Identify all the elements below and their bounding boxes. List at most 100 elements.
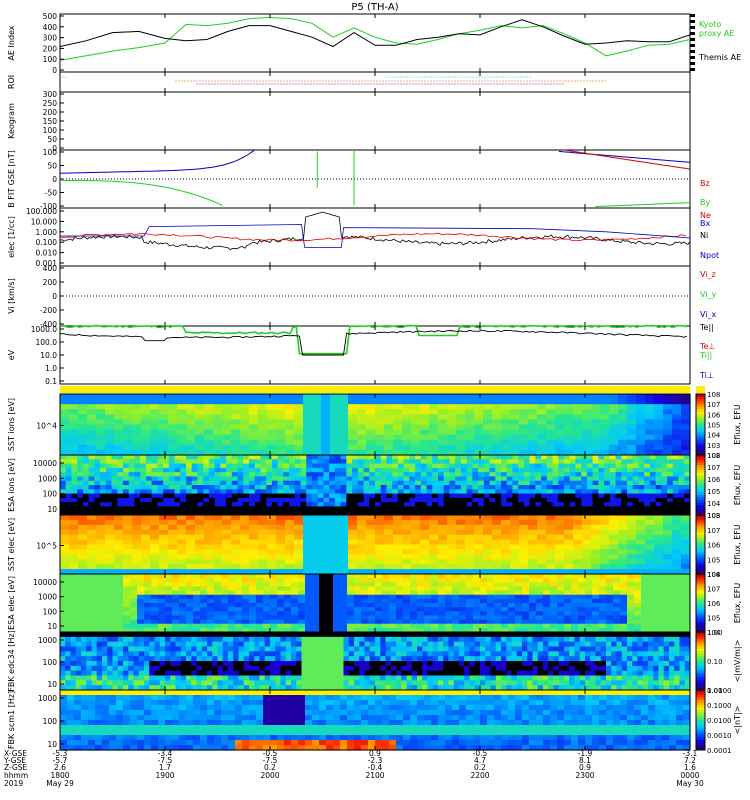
heatmap-cell: [77, 510, 84, 516]
heatmap-cell: [267, 394, 277, 400]
heatmap-cell: [267, 539, 277, 546]
heatmap-cell: [649, 455, 657, 460]
heatmap-cell: [420, 444, 430, 451]
heatmap-cell: [592, 493, 599, 499]
heatmap-cell: [678, 459, 685, 465]
heatmap-cell: [78, 569, 88, 575]
heatmap-cell: [661, 497, 668, 503]
heatmap-cell: [157, 455, 164, 460]
heatmap-cell: [403, 611, 411, 617]
heatmap-cell: [70, 685, 77, 691]
heatmap-cell: [168, 394, 178, 400]
heatmap-cell: [78, 404, 88, 410]
heatmap-cell: [271, 467, 279, 473]
heatmap-cell: [489, 467, 496, 473]
heatmap-cell: [294, 463, 302, 469]
heatmap-cell: [117, 459, 124, 465]
heatmap-cell: [221, 603, 229, 608]
heatmap-cell: [638, 459, 645, 465]
heatmap-cell: [599, 611, 607, 617]
legend-entry: Te⊥: [699, 342, 715, 351]
heatmap-cell: [150, 414, 160, 421]
heatmap-cell: [330, 549, 340, 555]
heatmap-cell: [312, 619, 320, 625]
heatmap-cell: [340, 578, 348, 583]
heatmap-cell: [284, 619, 292, 625]
heatmap-cell: [564, 603, 572, 608]
heatmap-cell: [592, 619, 600, 625]
heatmap-cell: [424, 611, 432, 617]
heatmap-cell: [459, 582, 467, 588]
heatmap-cell: [575, 506, 582, 512]
heatmap-cell: [305, 611, 313, 617]
heatmap-cell: [289, 510, 296, 516]
heatmap-cell: [522, 578, 530, 583]
heatmap-cell: [158, 619, 166, 625]
heatmap-cell: [123, 578, 131, 583]
heatmap-cell: [298, 598, 306, 604]
heatmap-cell: [193, 594, 201, 600]
heatmap-cell: [564, 463, 571, 469]
heatmap-cell: [641, 574, 649, 579]
heatmap-cell: [386, 455, 393, 460]
heatmap-cell: [214, 615, 222, 621]
heatmap-cell: [452, 623, 460, 629]
heatmap-cell: [606, 619, 614, 625]
heatmap-cell: [403, 510, 410, 516]
heatmap-cell: [303, 399, 313, 405]
heatmap-cell: [672, 419, 682, 426]
heatmap-cell: [256, 594, 264, 600]
heatmap-cell: [483, 459, 491, 465]
heatmap-cell: [641, 594, 649, 600]
heatmap-cell: [159, 515, 169, 521]
heatmap-cell: [555, 559, 565, 565]
heatmap-cell: [645, 554, 655, 560]
colorbar-cell: [696, 515, 705, 518]
heatmap-cell: [483, 439, 493, 446]
heatmap-cell: [323, 493, 330, 499]
heatmap-cell: [174, 480, 181, 486]
heatmap-cell: [357, 394, 367, 400]
heatmap-cell: [312, 394, 322, 400]
heatmap-cell: [478, 502, 485, 508]
right-axis-tick: [690, 14, 695, 17]
heatmap-cell: [396, 615, 404, 621]
heatmap-cell: [557, 590, 565, 596]
heatmap-cell: [82, 455, 90, 460]
heatmap-cell: [95, 598, 103, 604]
heatmap-cell: [662, 623, 670, 629]
heatmap-cell: [150, 524, 160, 531]
heatmap-cell: [204, 549, 214, 555]
heatmap-cell: [78, 539, 88, 546]
heatmap-cell: [60, 549, 70, 555]
heatmap-cell: [431, 627, 439, 633]
heatmap-cell: [117, 480, 124, 486]
heatmap-cell: [636, 399, 646, 405]
heatmap-cell: [276, 569, 286, 575]
heatmap-cell: [151, 598, 159, 604]
heatmap-cell: [456, 544, 466, 551]
heatmap-cell: [528, 524, 538, 531]
colorbar-label: Eflux, EFU: [733, 465, 742, 506]
heatmap-cell: [460, 497, 468, 503]
heatmap-cell: [340, 615, 348, 621]
heatmap-cell: [512, 506, 519, 512]
heatmap-cell: [276, 399, 286, 405]
heatmap-cell: [609, 515, 619, 521]
heatmap-cell: [648, 619, 656, 625]
heatmap-cell: [465, 404, 475, 410]
heatmap-cell: [71, 455, 78, 460]
heatmap-cell: [429, 564, 439, 570]
heatmap-cell: [150, 424, 160, 431]
heatmap-cell: [663, 524, 673, 531]
heatmap-cell: [354, 582, 362, 588]
heatmap-cell: [519, 399, 529, 405]
heatmap-cell: [75, 656, 82, 662]
heatmap-cell: [638, 476, 645, 482]
heatmap-cell: [197, 476, 204, 482]
heatmap-cell: [449, 489, 456, 495]
heatmap-cell: [543, 574, 551, 579]
heatmap-cell: [432, 497, 439, 503]
colorbar-tick-label: 106: [707, 600, 721, 608]
heatmap-cell: [123, 524, 133, 531]
